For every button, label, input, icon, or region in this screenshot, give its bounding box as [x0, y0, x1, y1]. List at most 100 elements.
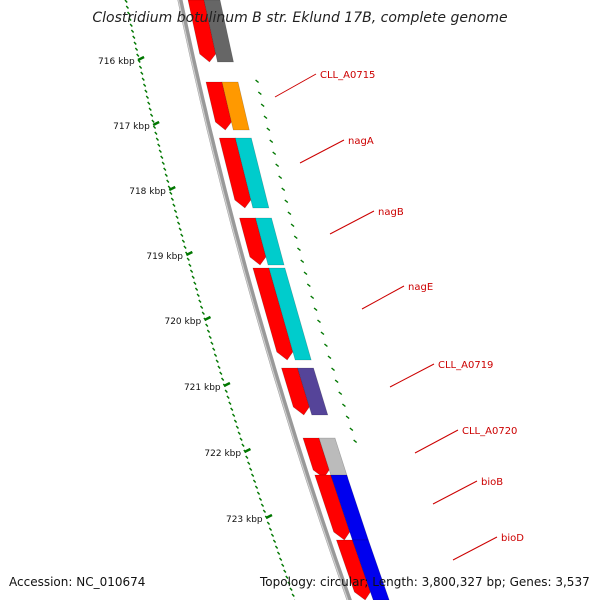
gene-label: CLL_A0719 [438, 360, 493, 371]
gene-block [318, 437, 349, 479]
scale-dot [226, 395, 230, 399]
scale-dot [231, 413, 236, 417]
scale-dot [169, 191, 173, 195]
scale-dot [147, 101, 151, 105]
gene-label-line [299, 139, 345, 164]
cds-arrow [252, 267, 294, 361]
outer-scale-dot [313, 307, 318, 312]
scale-dot [235, 425, 239, 429]
outer-scale-dot [303, 271, 308, 276]
scale-dot [194, 287, 199, 291]
scale-dot [181, 239, 186, 243]
scale-tick-label: 722 kbp [204, 449, 241, 459]
genome-summary: Topology: circular; Length: 3,800,327 bp… [260, 575, 590, 589]
outer-scale-dot [320, 331, 325, 336]
scale-dot [262, 509, 267, 513]
scale-tick-label: 716 kbp [98, 57, 135, 67]
scale-dot [155, 137, 159, 141]
scale-dot [266, 521, 271, 525]
outer-scale-dot [300, 259, 305, 264]
gene-label-line [329, 210, 375, 235]
scale-dot [178, 227, 182, 231]
scale-tick-label: 719 kbp [146, 252, 183, 262]
scale-dot [149, 113, 154, 117]
gene-label: CLL_A0720 [462, 426, 517, 437]
scale-dot [148, 107, 152, 111]
scale-dot [130, 29, 135, 33]
gene-label: bioD [501, 533, 524, 544]
scale-dot [245, 455, 249, 459]
scale-dot [128, 17, 132, 21]
gene-label-line [274, 73, 317, 98]
scale-dot [157, 143, 161, 147]
outer-scale-dot [297, 247, 301, 252]
outer-scale-dot [334, 379, 339, 384]
scale-dot [208, 335, 212, 339]
scale-dot [166, 179, 170, 183]
outer-scale-dot [345, 415, 350, 420]
scale-dot [252, 479, 257, 483]
scale-dot [193, 281, 197, 285]
scale-dot [173, 209, 178, 213]
scale-dot [206, 329, 211, 333]
scale-tick-label: 717 kbp [113, 122, 150, 132]
scale-dot [177, 221, 181, 225]
genes-value: 3,537 [555, 575, 590, 589]
scale-dot [167, 185, 171, 189]
scale-dot [188, 263, 192, 267]
scale-dot [124, 0, 128, 3]
scale-tick [223, 381, 231, 388]
scale-dot [172, 203, 176, 207]
outer-scale-dot [275, 163, 280, 168]
cds-arrow [314, 474, 351, 541]
scale-tick-label: 721 kbp [184, 383, 221, 393]
scale-dot [276, 551, 281, 555]
scale-dot [189, 269, 194, 273]
gene-label: nagA [348, 136, 374, 147]
scale-dot [291, 593, 295, 597]
scale-dot [163, 167, 167, 171]
gene-block [268, 267, 312, 361]
scale-dot [138, 65, 143, 69]
scale-dot [133, 41, 137, 45]
scale-dot [198, 299, 202, 303]
scale-dot [191, 275, 195, 279]
scale-dot [142, 83, 147, 87]
scale-dot [256, 491, 261, 495]
outer-scale-dot [323, 343, 328, 348]
outer-scale-dot [263, 115, 268, 120]
scale-dot [279, 557, 283, 561]
outer-scale-dot [353, 439, 358, 444]
outer-scale-dot [272, 151, 277, 156]
outer-scale-dot [257, 91, 262, 96]
cds-arrow [239, 217, 267, 266]
gene-label: CLL_A0715 [320, 70, 375, 81]
scale-dot [141, 77, 145, 81]
gene-block [203, 0, 234, 63]
scale-dot [164, 173, 168, 177]
outer-scale-dot [331, 367, 335, 372]
gene-label: nagE [408, 282, 433, 293]
scale-dot [250, 473, 255, 477]
scale-dot [268, 527, 273, 531]
outer-scale-dot [287, 211, 292, 216]
cds-arrow [302, 437, 330, 479]
accession-label: Accession: [9, 575, 73, 589]
scale-tick [265, 513, 273, 520]
scale-dot [151, 119, 155, 123]
gene-label-line [389, 363, 435, 388]
outer-scale-dot [349, 427, 354, 432]
scale-dot [136, 53, 140, 57]
length-value: 3,800,327 bp [421, 575, 502, 589]
scale-dot [212, 347, 216, 351]
outer-scale-dot [255, 79, 260, 84]
scale-dot [281, 563, 285, 567]
gene-block [234, 137, 270, 209]
scale-dot [217, 365, 221, 369]
outer-scale-dot [278, 175, 283, 180]
scale-tick [168, 185, 176, 192]
gene-label: bioB [481, 477, 503, 488]
scale-dot [199, 305, 204, 309]
outer-scale-dot [260, 103, 265, 108]
scale-dot [230, 407, 234, 411]
